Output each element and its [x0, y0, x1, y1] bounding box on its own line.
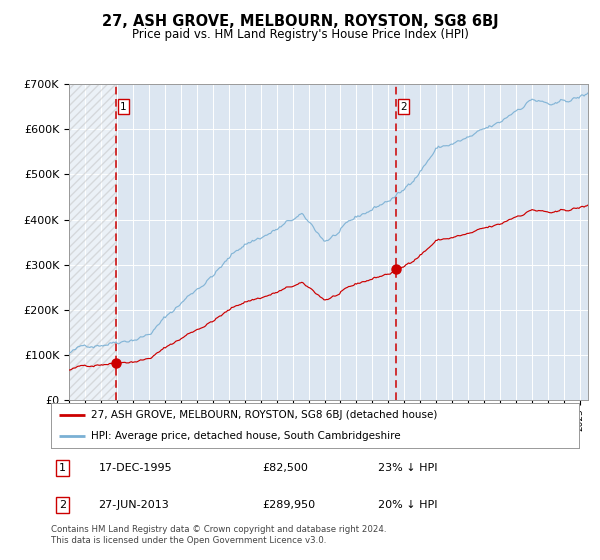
- Text: 17-DEC-1995: 17-DEC-1995: [98, 463, 172, 473]
- Text: 2: 2: [400, 101, 407, 111]
- Text: Price paid vs. HM Land Registry's House Price Index (HPI): Price paid vs. HM Land Registry's House …: [131, 28, 469, 41]
- Text: 1: 1: [59, 463, 66, 473]
- Text: 27, ASH GROVE, MELBOURN, ROYSTON, SG8 6BJ (detached house): 27, ASH GROVE, MELBOURN, ROYSTON, SG8 6B…: [91, 410, 437, 421]
- Text: 2: 2: [59, 500, 66, 510]
- Bar: [69, 84, 116, 400]
- Text: Contains HM Land Registry data © Crown copyright and database right 2024.
This d: Contains HM Land Registry data © Crown c…: [51, 525, 386, 545]
- Text: 27-JUN-2013: 27-JUN-2013: [98, 500, 169, 510]
- Text: 20% ↓ HPI: 20% ↓ HPI: [379, 500, 438, 510]
- Text: HPI: Average price, detached house, South Cambridgeshire: HPI: Average price, detached house, Sout…: [91, 431, 400, 441]
- Text: 27, ASH GROVE, MELBOURN, ROYSTON, SG8 6BJ: 27, ASH GROVE, MELBOURN, ROYSTON, SG8 6B…: [101, 14, 499, 29]
- Text: £289,950: £289,950: [262, 500, 316, 510]
- Text: £82,500: £82,500: [262, 463, 308, 473]
- Text: 1: 1: [120, 101, 127, 111]
- Text: 23% ↓ HPI: 23% ↓ HPI: [379, 463, 438, 473]
